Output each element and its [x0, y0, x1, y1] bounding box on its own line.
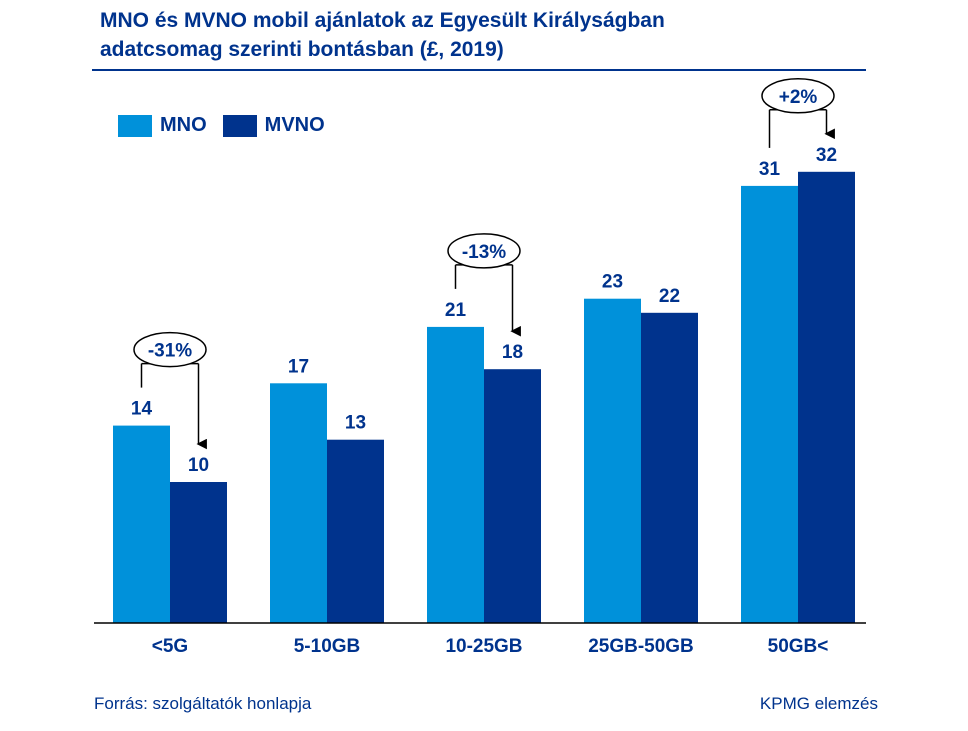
legend-item-mvno: MVNO [222, 114, 325, 137]
value-label-mvno-5-10gb: 13 [345, 413, 366, 434]
legend-swatch-mno [118, 114, 152, 137]
legend-label-mno: MNO [160, 114, 207, 136]
bar-mvno-50gblt [798, 171, 855, 624]
value-label-mno-5-10gb: 17 [288, 356, 309, 377]
bar-mno-lt5g [113, 425, 170, 623]
annotation-label: +2% [779, 87, 818, 108]
bar-mno-50gblt [741, 185, 798, 623]
chart-title-line-2: adatcsomag szerinti bontásban (£, 2019) [100, 38, 504, 61]
value-label-mno-lt5g: 14 [131, 399, 153, 420]
value-label-mno-10-25gb: 21 [445, 300, 467, 321]
value-label-mno-25gb-50gb: 23 [602, 272, 623, 293]
value-label-mno-50gblt: 31 [759, 159, 781, 180]
change-annotation-10-25gb: -13% [447, 233, 521, 337]
value-label-mvno-50gblt: 32 [816, 145, 837, 166]
x-tick-label-5-10gb: 5-10GB [294, 636, 361, 657]
analysis-note: KPMG elemzés [759, 694, 878, 713]
annotation-label: -13% [462, 242, 506, 263]
value-label-mvno-10-25gb: 18 [502, 342, 523, 363]
legend-item-mno: MNO [118, 114, 207, 137]
bar-mvno-25gb-50gb [641, 312, 698, 623]
x-tick-label-50gblt: 50GB< [768, 636, 829, 657]
legend: MNO MVNO [118, 114, 341, 137]
source-note: Forrás: szolgáltatók honlapja [94, 694, 312, 713]
bar-mvno-5-10gb [327, 439, 384, 623]
bar-mno-25gb-50gb [584, 298, 641, 623]
bar-mno-5-10gb [270, 383, 327, 623]
legend-swatch-mvno [222, 114, 257, 137]
annotation-bubble [133, 331, 207, 368]
bar-mno-10-25gb [427, 326, 484, 623]
x-tick-label-lt5g: <5G [152, 636, 188, 657]
change-annotation-50gblt: +2% [761, 78, 835, 148]
legend-label-mvno: MVNO [264, 114, 325, 136]
value-label-mvno-25gb-50gb: 22 [659, 286, 680, 307]
x-tick-label-10-25gb: 10-25GB [445, 636, 522, 657]
chart-title: MNO és MVNO mobil ajánlatok az Egyesült … [100, 6, 900, 64]
annotation-bubble [761, 78, 835, 114]
change-annotation-lt5g: -31% [133, 331, 207, 450]
annotation-label: -31% [148, 341, 192, 362]
annotation-bubble [447, 233, 521, 269]
value-label-mvno-lt5g: 10 [188, 455, 209, 476]
bar-mvno-lt5g [170, 482, 227, 623]
title-divider [92, 69, 866, 71]
x-tick-label-25gb-50gb: 25GB-50GB [588, 636, 694, 657]
chart-title-line-1: MNO és MVNO mobil ajánlatok az Egyesült … [100, 9, 665, 32]
bar-mvno-10-25gb [484, 369, 541, 623]
